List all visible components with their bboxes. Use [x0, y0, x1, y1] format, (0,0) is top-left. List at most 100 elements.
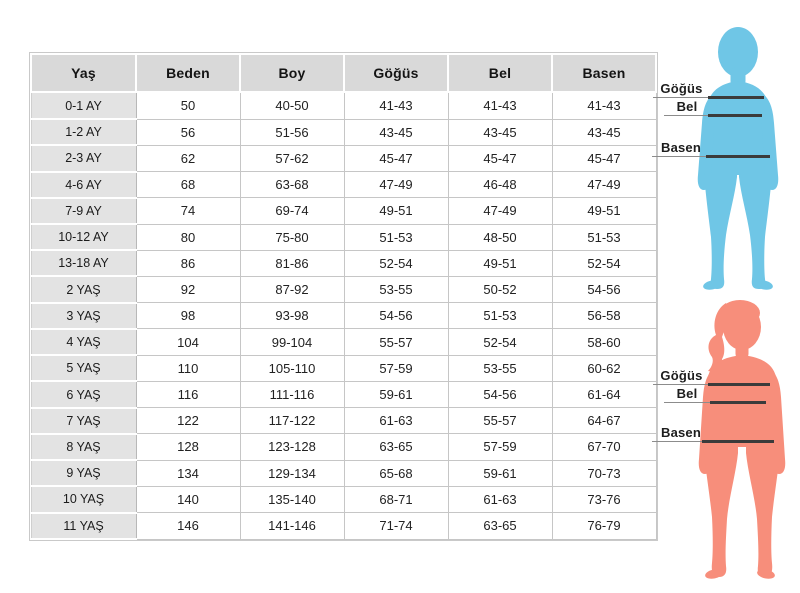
- table-row: 9 YAŞ 134 129-134 65-68 59-61 70-73: [30, 459, 657, 488]
- measure-hip-blue-line: [706, 155, 770, 158]
- table-cell: 51-56: [239, 118, 345, 146]
- table-header-row: Yaş Beden Boy Göğüs Bel Basen: [30, 53, 657, 93]
- table-cell: 57-59: [343, 354, 449, 382]
- table-cell: 76-79: [551, 512, 657, 540]
- table-cell: 63-65: [447, 512, 553, 540]
- table-cell: 52-54: [447, 328, 553, 356]
- row-header-cell: 10-12 AY: [30, 222, 137, 252]
- table-row: 7 YAŞ 122 117-122 61-63 55-57 64-67: [30, 406, 657, 435]
- table-cell: 47-49: [551, 171, 657, 199]
- table-row: 1-2 AY 56 51-56 43-45 43-45 43-45: [30, 118, 657, 147]
- column-header-waist: Bel: [447, 53, 553, 93]
- table-cell: 62: [135, 144, 241, 173]
- column-header-hip: Basen: [551, 53, 657, 93]
- table-cell: 52-54: [343, 249, 449, 277]
- table-cell: 104: [135, 328, 241, 356]
- table-cell: 68: [135, 171, 241, 199]
- table-cell: 55-57: [447, 407, 553, 435]
- row-header-cell: 2-3 AY: [30, 144, 137, 173]
- table-cell: 45-47: [447, 144, 553, 173]
- table-cell: 57-59: [447, 433, 553, 461]
- row-header-cell: 7-9 AY: [30, 196, 137, 226]
- row-header-cell: 6 YAŞ: [30, 380, 137, 409]
- table-cell: 123-128: [239, 433, 345, 461]
- table-cell: 71-74: [343, 512, 449, 540]
- size-table-body: 0-1 AY 50 40-50 41-43 41-43 41-43 1-2 AY 56 51-5…: [30, 90, 657, 541]
- row-header-cell: 8 YAŞ: [30, 432, 137, 462]
- row-header-cell: 0-1 AY: [30, 90, 137, 121]
- table-cell: 110: [135, 354, 241, 382]
- table-cell: 40-50: [239, 91, 345, 120]
- measure-waist-pink: Bel: [664, 386, 766, 404]
- measure-waist-blue: Bel: [664, 99, 762, 117]
- table-cell: 49-51: [551, 197, 657, 225]
- column-header-height: Boy: [239, 53, 345, 93]
- table-cell: 63-65: [343, 433, 449, 461]
- table-row: 5 YAŞ 110 105-110 57-59 53-55 60-62: [30, 354, 657, 383]
- row-header-cell: 3 YAŞ: [30, 301, 137, 330]
- table-row: 2 YAŞ 92 87-92 53-55 50-52 54-56: [30, 275, 657, 304]
- measure-waist-blue-label: Bel: [676, 99, 698, 114]
- row-header-cell: 9 YAŞ: [30, 459, 137, 488]
- measure-chest-pink-line: [708, 383, 770, 386]
- table-cell: 48-50: [447, 223, 553, 251]
- measure-waist-pink-line: [710, 401, 766, 404]
- table-cell: 73-76: [551, 485, 657, 514]
- table-cell: 50-52: [447, 275, 553, 304]
- measure-chest-blue-line: [708, 96, 764, 99]
- table-cell: 45-47: [551, 144, 657, 173]
- table-cell: 63-68: [239, 171, 345, 199]
- table-cell: 47-49: [343, 171, 449, 199]
- table-cell: 56-58: [551, 302, 657, 330]
- measure-chest-blue-label: Göğüs: [660, 81, 703, 96]
- row-header-cell: 11 YAŞ: [30, 511, 137, 541]
- table-cell: 67-70: [551, 433, 657, 461]
- table-cell: 65-68: [343, 459, 449, 487]
- table-cell: 68-71: [343, 485, 449, 514]
- table-cell: 41-43: [551, 91, 657, 120]
- table-row: 11 YAŞ 146 141-146 71-74 63-65 76-79: [30, 511, 657, 541]
- table-cell: 61-63: [447, 485, 553, 514]
- table-cell: 80: [135, 223, 241, 251]
- row-header-cell: 4-6 AY: [30, 170, 137, 199]
- table-row: 7-9 AY 74 69-74 49-51 47-49 49-51: [30, 196, 657, 226]
- table-cell: 58-60: [551, 328, 657, 356]
- table-cell: 59-61: [343, 380, 449, 409]
- table-row: 2-3 AY 62 57-62 45-47 45-47 45-47: [30, 144, 657, 173]
- table-cell: 75-80: [239, 223, 345, 251]
- table-row: 10-12 AY 80 75-80 51-53 48-50 51-53: [30, 222, 657, 252]
- table-cell: 81-86: [239, 249, 345, 277]
- table-cell: 141-146: [239, 512, 345, 540]
- row-header-cell: 4 YAŞ: [30, 327, 137, 357]
- table-cell: 45-47: [343, 144, 449, 173]
- table-cell: 146: [135, 512, 241, 540]
- table-cell: 111-116: [239, 380, 345, 409]
- table-cell: 43-45: [343, 118, 449, 146]
- table-cell: 46-48: [447, 171, 553, 199]
- measure-waist-pink-label: Bel: [676, 386, 698, 401]
- row-header-cell: 13-18 AY: [30, 249, 137, 278]
- size-table: Yaş Beden Boy Göğüs Bel Basen 0-1 AY 50 40…: [30, 53, 657, 541]
- measure-waist-blue-line: [708, 114, 762, 117]
- table-cell: 59-61: [447, 459, 553, 487]
- table-cell: 52-54: [551, 249, 657, 277]
- table-cell: 54-56: [447, 380, 553, 409]
- table-cell: 98: [135, 302, 241, 330]
- table-cell: 135-140: [239, 485, 345, 514]
- column-header-age: Yaş: [30, 53, 137, 93]
- column-header-size: Beden: [135, 53, 241, 93]
- table-cell: 128: [135, 433, 241, 461]
- measure-chest-pink-label: Göğüs: [660, 368, 703, 383]
- boy-silhouette-shape: [697, 27, 779, 290]
- table-row: 8 YAŞ 128 123-128 63-65 57-59 67-70: [30, 432, 657, 462]
- table-cell: 56: [135, 118, 241, 146]
- table-cell: 51-53: [447, 302, 553, 330]
- table-row: 4-6 AY 68 63-68 47-49 46-48 47-49: [30, 170, 657, 199]
- row-header-cell: 7 YAŞ: [30, 406, 137, 435]
- measure-hip-blue-label: Basen: [660, 140, 702, 155]
- table-cell: 87-92: [239, 275, 345, 304]
- measure-hip-blue: Basen: [652, 140, 770, 158]
- table-cell: 49-51: [343, 197, 449, 225]
- row-header-cell: 5 YAŞ: [30, 354, 137, 383]
